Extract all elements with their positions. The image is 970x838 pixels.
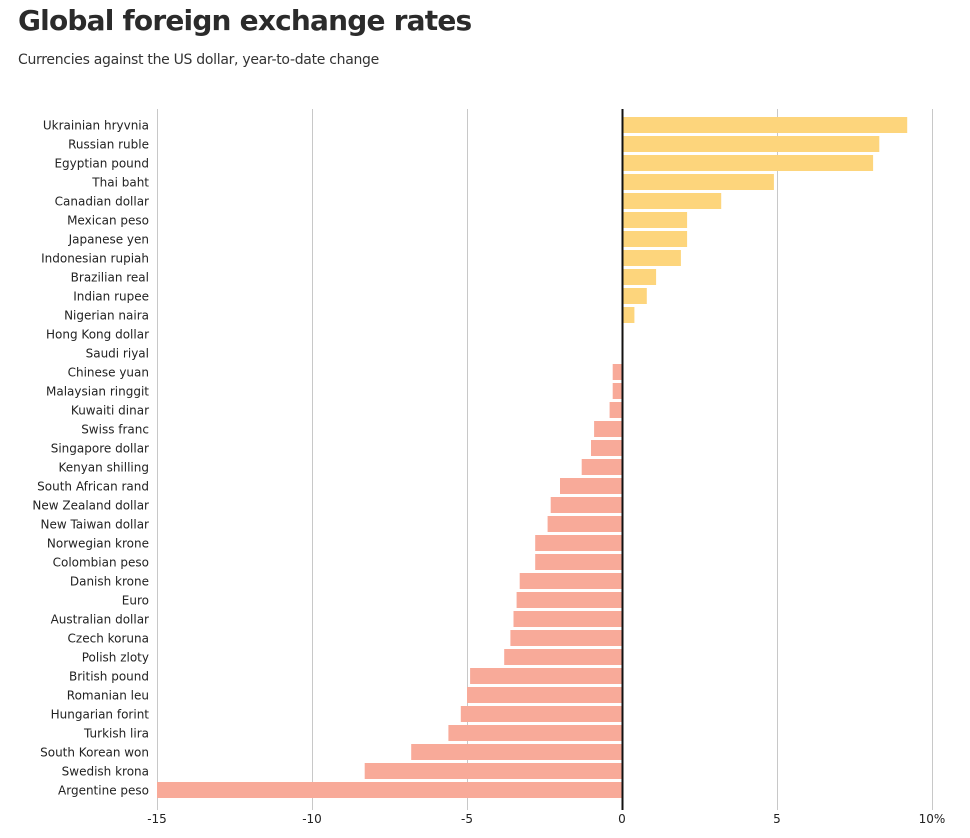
category-label: Argentine peso [58,784,149,798]
category-label: Chinese yuan [68,366,149,380]
category-labels: Ukrainian hryvnia Russian ruble Egyptian p… [32,119,149,798]
bar [622,231,688,247]
bar [594,421,622,437]
category-label: Hong Kong dollar [46,328,149,342]
chart-title: Global foreign exchange rates [18,4,472,37]
bar [622,174,774,190]
bar [609,402,622,418]
bar [622,117,908,133]
category-label: Ukrainian hryvnia [43,119,149,133]
bar [622,250,681,266]
bar [510,630,622,646]
x-axis-ticks: -15 -10 -5 0 5 10% [147,812,945,826]
bar [622,288,647,304]
bar [622,212,688,228]
bar [547,516,622,532]
x-tick-label: -5 [461,812,473,826]
category-label: Mexican peso [67,214,149,228]
category-label: Kenyan shilling [58,461,149,475]
gridlines [157,109,933,810]
x-tick-label: -15 [147,812,167,826]
bar [612,364,622,380]
bar [513,611,622,627]
x-tick-label: 10% [919,812,946,826]
category-label: Australian dollar [51,613,149,627]
category-label: Indian rupee [73,290,149,304]
category-label: Saudi riyal [86,347,149,361]
category-label: South African rand [37,480,149,494]
category-label: Turkish lira [83,727,149,741]
category-label: Hungarian forint [51,708,150,722]
bar [504,649,622,665]
chart-subtitle: Currencies against the US dollar, year-t… [18,52,379,68]
bar [519,573,622,589]
category-label: Swiss franc [81,423,149,437]
bars [157,117,908,798]
category-label: Indonesian rupiah [41,252,149,266]
category-label: Czech koruna [68,632,149,646]
category-label: Polish zloty [82,651,149,665]
bar [411,744,622,760]
x-tick-label: 5 [773,812,781,826]
x-tick-label: 0 [618,812,626,826]
bar [535,554,622,570]
bar [622,269,657,285]
category-label: Colombian peso [53,556,149,570]
bar [460,706,622,722]
category-label: New Taiwan dollar [40,518,149,532]
category-label: Thai baht [91,176,149,190]
category-label: New Zealand dollar [32,499,149,513]
category-label: Malaysian ringgit [46,385,149,399]
bar [535,535,622,551]
category-label: Russian ruble [68,138,149,152]
category-label: Kuwaiti dinar [71,404,149,418]
category-label: Romanian leu [67,689,149,703]
bar [622,155,874,171]
bar [157,782,622,798]
category-label: Norwegian krone [47,537,149,551]
category-label: Brazilian real [71,271,149,285]
category-label: Japanese yen [68,233,149,247]
category-label: Danish krone [70,575,149,589]
category-label: Nigerian naira [64,309,149,323]
bar [622,307,635,323]
category-label: Euro [122,594,149,608]
category-label: Singapore dollar [51,442,149,456]
category-label: British pound [69,670,149,684]
category-label: Egyptian pound [54,157,149,171]
bar [470,668,622,684]
bar [560,478,622,494]
bar [622,136,880,152]
bar [448,725,622,741]
bar [364,763,622,779]
category-label: South Korean won [40,746,149,760]
bar [550,497,622,513]
category-label: Canadian dollar [55,195,149,209]
bar [581,459,622,475]
category-label: Swedish krona [62,765,149,779]
bar [467,687,622,703]
bar [622,193,722,209]
bar [516,592,622,608]
bar [612,383,622,399]
x-tick-label: -10 [302,812,322,826]
bar [591,440,622,456]
